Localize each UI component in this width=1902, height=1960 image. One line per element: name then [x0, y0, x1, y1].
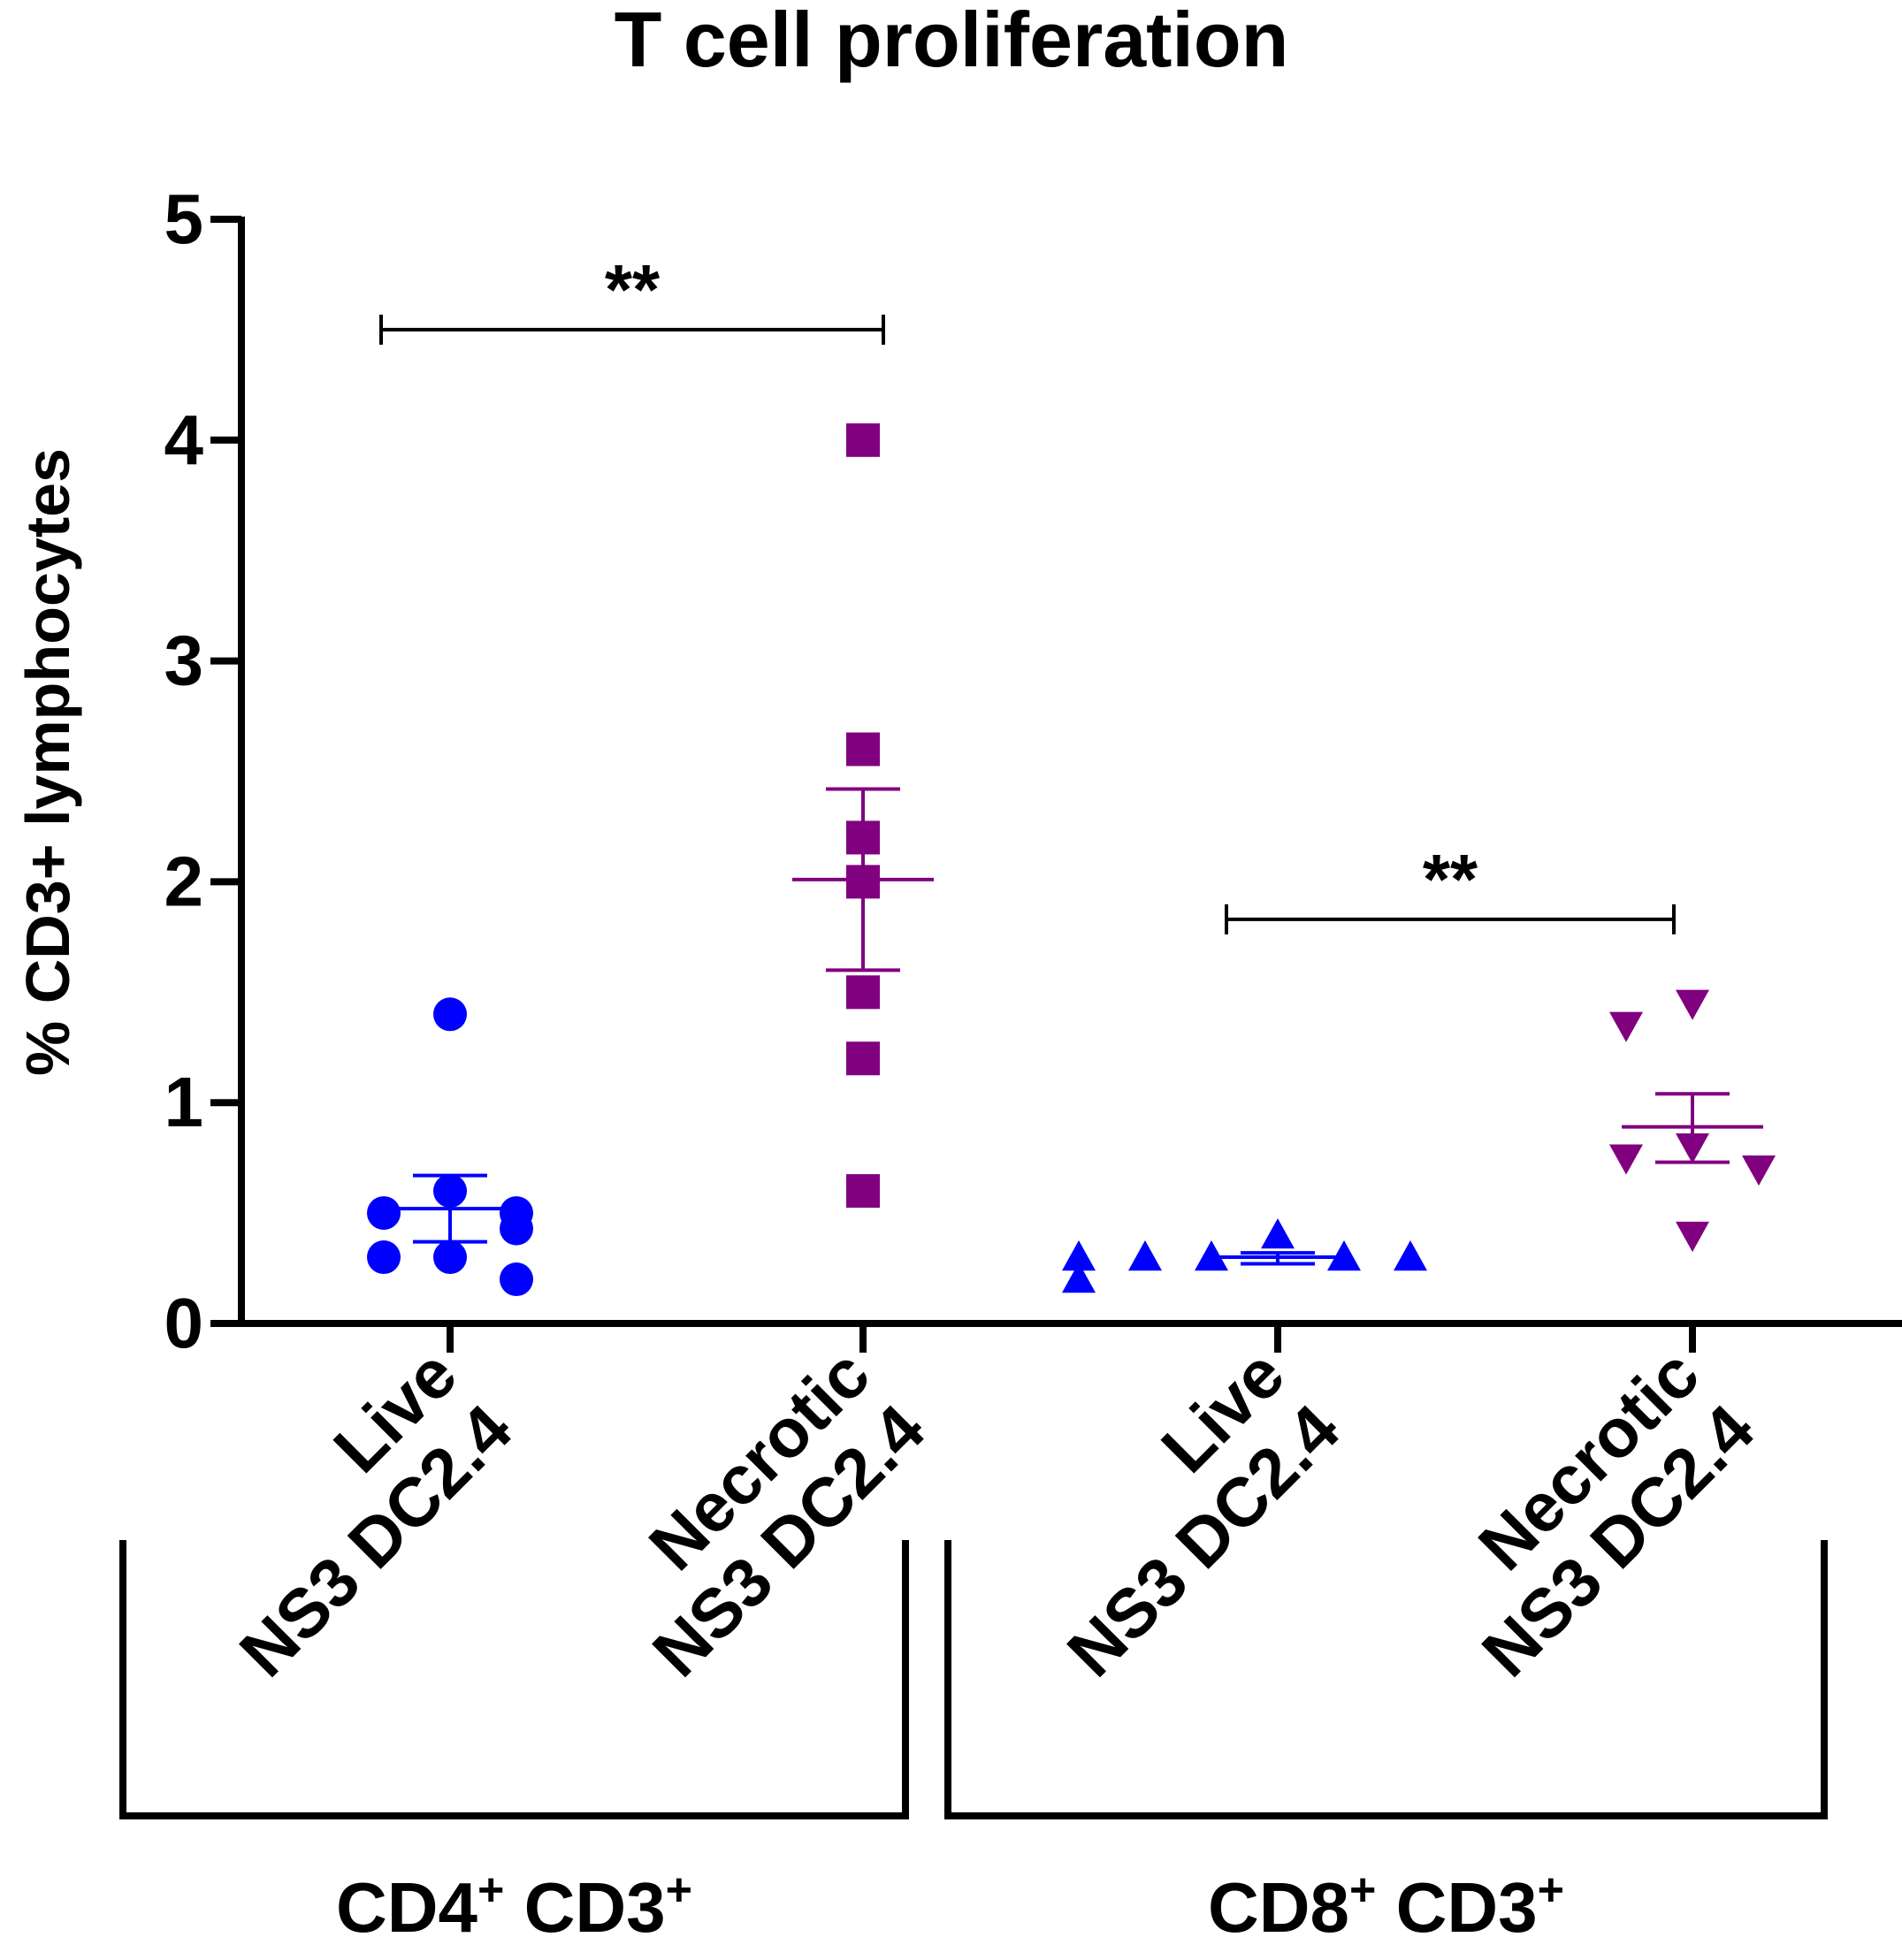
panel-label-part1-1: CD8	[1208, 1868, 1349, 1947]
panel-label-sup2-0: +	[666, 1865, 692, 1916]
data-point-g0-2	[367, 1196, 401, 1231]
panel-label-part1-0: CD4	[336, 1868, 478, 1947]
data-point-g1-0	[846, 423, 880, 457]
data-point-g1-6	[846, 1174, 880, 1209]
panel-label-part2-1: CD3	[1376, 1868, 1537, 1947]
axes	[238, 217, 1902, 1353]
error-bars	[379, 787, 1763, 1266]
y-tick-label-5: 5	[164, 179, 204, 258]
data-point-g1-1	[846, 732, 880, 766]
data-point-g3-1	[1609, 1011, 1643, 1042]
data-point-g3-5	[1676, 1221, 1709, 1253]
data-point-g2-3	[1128, 1240, 1162, 1271]
y-tick-label-4: 4	[164, 400, 204, 479]
data-point-g2-5	[1062, 1240, 1096, 1271]
panel-groups: CD4+ CD3+ CD8+ CD3+	[119, 1540, 1828, 1947]
data-point-g2-0	[1261, 1218, 1295, 1249]
y-tick-label-3: 3	[164, 622, 204, 700]
y-axis-ticks: 0 1 2 3 4 5	[164, 179, 241, 1362]
y-axis-label: % CD3+ lymphocytes	[13, 448, 82, 1076]
panel-label-part2-0: CD3	[504, 1868, 665, 1947]
data-point-g0-7	[500, 1262, 533, 1297]
data-point-g3-4	[1742, 1155, 1776, 1186]
panel-label-0: CD4+ CD3+	[336, 1865, 692, 1947]
data-point-g2-4	[1394, 1240, 1427, 1271]
panel-label-sup1-0: +	[477, 1865, 504, 1916]
y-tick-label-2: 2	[164, 842, 204, 920]
significance-brackets: ** **	[379, 250, 1676, 934]
data-point-g0-0	[433, 997, 467, 1032]
data-point-g3-3	[1609, 1144, 1643, 1175]
data-point-g3-0	[1676, 989, 1709, 1020]
y-tick-label-1: 1	[164, 1063, 204, 1141]
panel-label-sup2-1: +	[1538, 1865, 1564, 1916]
y-tick-label-0: 0	[164, 1284, 204, 1362]
panel-label-1: CD8+ CD3+	[1208, 1865, 1564, 1947]
data-point-g0-6	[367, 1240, 401, 1275]
data-point-g2-6	[1062, 1262, 1096, 1293]
data-point-g0-5	[433, 1240, 467, 1275]
panel-label-sup1-1: +	[1349, 1865, 1376, 1916]
panel-bracket-0	[119, 1540, 909, 1819]
panel-bracket-1	[944, 1540, 1828, 1819]
significance-label-0: **	[605, 250, 661, 329]
data-point-g0-4	[500, 1211, 533, 1246]
significance-label-1: **	[1423, 840, 1478, 919]
data-point-g1-5	[846, 1041, 880, 1076]
data-points	[367, 423, 1776, 1297]
data-point-g1-4	[846, 975, 880, 1010]
chart-title: T cell proliferation	[615, 0, 1289, 83]
